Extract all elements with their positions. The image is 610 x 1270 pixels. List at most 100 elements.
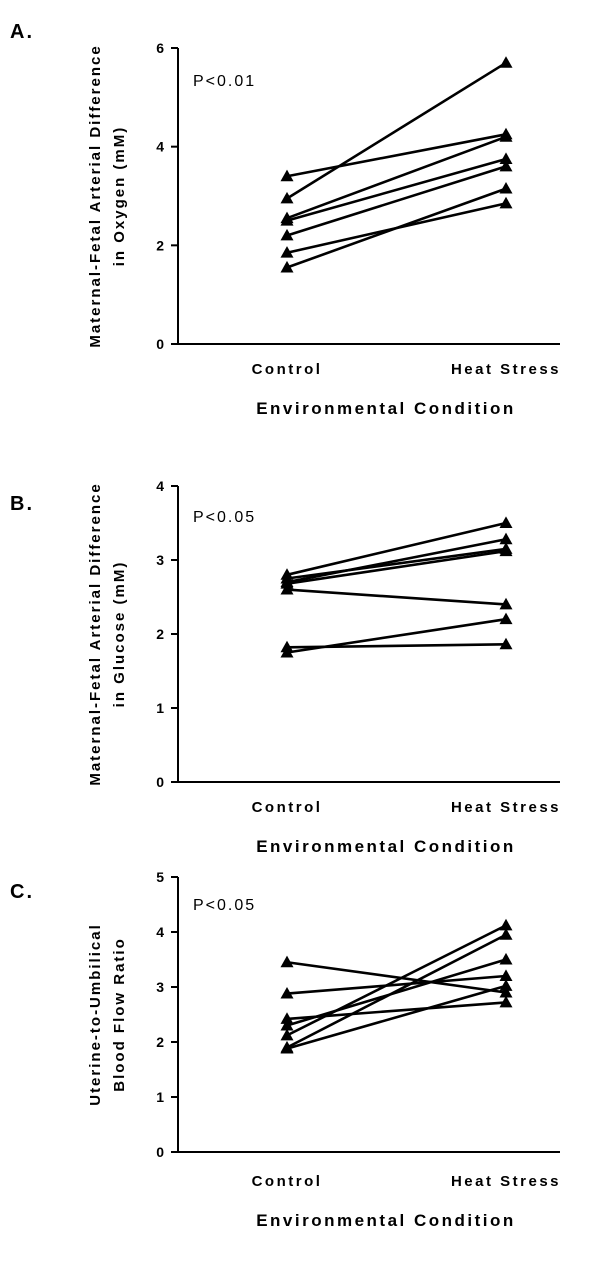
- y-axis-label: Maternal-Fetal Arterial Difference: [87, 44, 104, 347]
- data-point-triangle: [499, 532, 513, 545]
- series-line: [280, 152, 513, 226]
- y-axis-label: in Glucose (mM): [111, 561, 128, 708]
- panel-label: B.: [10, 493, 34, 515]
- series-segment: [286, 588, 507, 606]
- x-category-label: Heat Stress: [451, 1173, 561, 1190]
- y-axis-label: Uterine-to-Umbilical: [87, 923, 104, 1106]
- data-point-triangle: [499, 979, 513, 991]
- y-tick-label: 3: [156, 552, 164, 568]
- data-point-triangle: [499, 56, 513, 68]
- x-category-label: Heat Stress: [451, 799, 561, 816]
- data-point-triangle: [280, 246, 294, 258]
- series-line: [280, 544, 513, 589]
- y-axis-label: in Oxygen (mM): [111, 126, 128, 267]
- series-segment: [286, 933, 507, 1049]
- y-tick-label: 0: [156, 1144, 164, 1160]
- series-segment: [286, 538, 507, 584]
- series-line: [280, 612, 513, 658]
- y-tick-label: 6: [156, 40, 164, 56]
- y-tick-label: 2: [156, 237, 164, 253]
- data-point-triangle: [499, 995, 513, 1008]
- data-point-triangle: [499, 612, 513, 625]
- y-tick-label: 2: [156, 626, 164, 642]
- y-tick-label: 1: [156, 700, 164, 716]
- data-point-triangle: [499, 130, 513, 142]
- data-point-triangle: [499, 544, 513, 557]
- data-point-triangle: [280, 260, 294, 273]
- series-segment: [286, 521, 507, 577]
- data-point-triangle: [280, 169, 294, 182]
- data-point-triangle: [499, 516, 513, 528]
- series-segment: [286, 974, 507, 995]
- series-segment: [286, 187, 507, 269]
- data-point-triangle: [499, 597, 513, 610]
- series-segment: [286, 924, 507, 1037]
- series-line: [280, 918, 513, 1041]
- series-line: [280, 516, 513, 580]
- data-point-triangle: [280, 577, 294, 589]
- data-point-triangle: [280, 583, 294, 595]
- series-segment: [286, 165, 507, 237]
- y-axis-label: Blood Flow Ratio: [111, 937, 128, 1091]
- data-point-triangle: [499, 637, 513, 650]
- series-segment: [286, 960, 507, 994]
- series-segment: [286, 547, 507, 580]
- y-tick-label: 4: [156, 139, 164, 155]
- data-point-triangle: [280, 955, 294, 968]
- data-point-triangle: [280, 1042, 294, 1054]
- data-point-triangle: [280, 645, 294, 658]
- x-axis-label: Environmental Condition: [256, 837, 516, 856]
- series-line: [280, 979, 513, 1054]
- series-segment: [286, 133, 507, 178]
- y-tick-label: 4: [156, 924, 164, 940]
- series-line: [280, 182, 513, 273]
- series-segment: [286, 61, 507, 200]
- y-tick-label: 4: [156, 478, 164, 494]
- y-tick-label: 5: [156, 869, 164, 885]
- x-axis-label: Environmental Condition: [256, 1211, 516, 1230]
- y-tick-label: 0: [156, 774, 164, 790]
- series-line: [280, 969, 513, 999]
- p-value-annotation: P<0.01: [193, 73, 256, 90]
- data-point-triangle: [499, 985, 513, 998]
- data-point-triangle: [280, 1012, 294, 1024]
- panel-c: C. 0 1 2 3 4 5 Control Heat Stress Environmental …: [10, 869, 561, 1230]
- series-segment: [286, 984, 507, 1050]
- panel-b: B. 0 1 2 3 4 Control Heat Stress Environmental C…: [10, 478, 561, 856]
- panel-label: A.: [10, 21, 34, 43]
- y-axis-label: Maternal-Fetal Arterial Difference: [87, 482, 104, 785]
- data-point-triangle: [499, 182, 513, 194]
- data-point-triangle: [499, 196, 513, 209]
- data-point-triangle: [280, 1028, 294, 1041]
- x-category-label: Heat Stress: [451, 361, 561, 378]
- data-point-triangle: [499, 928, 513, 940]
- p-value-annotation: P<0.05: [193, 509, 256, 526]
- series-segment: [286, 549, 507, 585]
- x-axis-label: Environmental Condition: [256, 399, 516, 418]
- data-point-triangle: [499, 952, 513, 965]
- p-value-annotation: P<0.05: [193, 897, 256, 914]
- data-point-triangle: [280, 228, 294, 241]
- series-segment: [286, 157, 507, 222]
- x-category-label: Control: [252, 1173, 323, 1190]
- data-point-triangle: [280, 1018, 294, 1031]
- series-segment: [286, 617, 507, 654]
- data-point-triangle: [499, 918, 513, 931]
- series-line: [280, 583, 513, 610]
- data-point-triangle: [280, 191, 294, 204]
- series-segment: [286, 135, 507, 220]
- data-point-triangle: [499, 152, 513, 164]
- series-line: [280, 995, 513, 1024]
- data-point-triangle: [280, 214, 294, 226]
- y-tick-label: 3: [156, 979, 164, 995]
- data-point-triangle: [280, 987, 294, 999]
- series-line: [280, 955, 513, 998]
- x-category-label: Control: [252, 361, 323, 378]
- data-point-triangle: [499, 969, 513, 981]
- y-tick-label: 1: [156, 1089, 164, 1105]
- panel-a: A. 0 2 4 6 Control Heat Stress Environmental Co…: [10, 21, 561, 418]
- series-line: [280, 127, 513, 182]
- series-line: [280, 56, 513, 204]
- series-line: [280, 637, 513, 653]
